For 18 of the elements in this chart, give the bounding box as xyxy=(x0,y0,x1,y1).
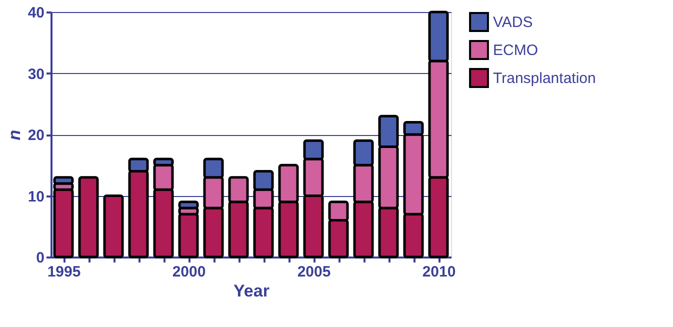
y-tick-label: 0 xyxy=(36,250,44,266)
legend-label: ECMO xyxy=(493,42,538,59)
x-tick-label: 2000 xyxy=(172,264,206,280)
bar xyxy=(53,188,74,258)
bar xyxy=(178,212,199,258)
x-tick-label: 2005 xyxy=(297,264,331,280)
x-axis-title: Year xyxy=(234,282,270,300)
y-axis-title: n xyxy=(4,130,24,140)
x-tick-label: 1995 xyxy=(47,264,81,280)
y-tick-label: 30 xyxy=(28,66,44,83)
bar xyxy=(78,176,99,258)
bar xyxy=(103,194,124,258)
y-tick-label: 40 xyxy=(28,4,44,22)
legend-label: VADS xyxy=(493,14,533,31)
y-tick-label: 20 xyxy=(28,127,44,144)
y-tick-label: 10 xyxy=(28,188,44,206)
legend-label: Transplantation xyxy=(493,70,596,87)
x-tick-label: 2010 xyxy=(422,264,456,280)
